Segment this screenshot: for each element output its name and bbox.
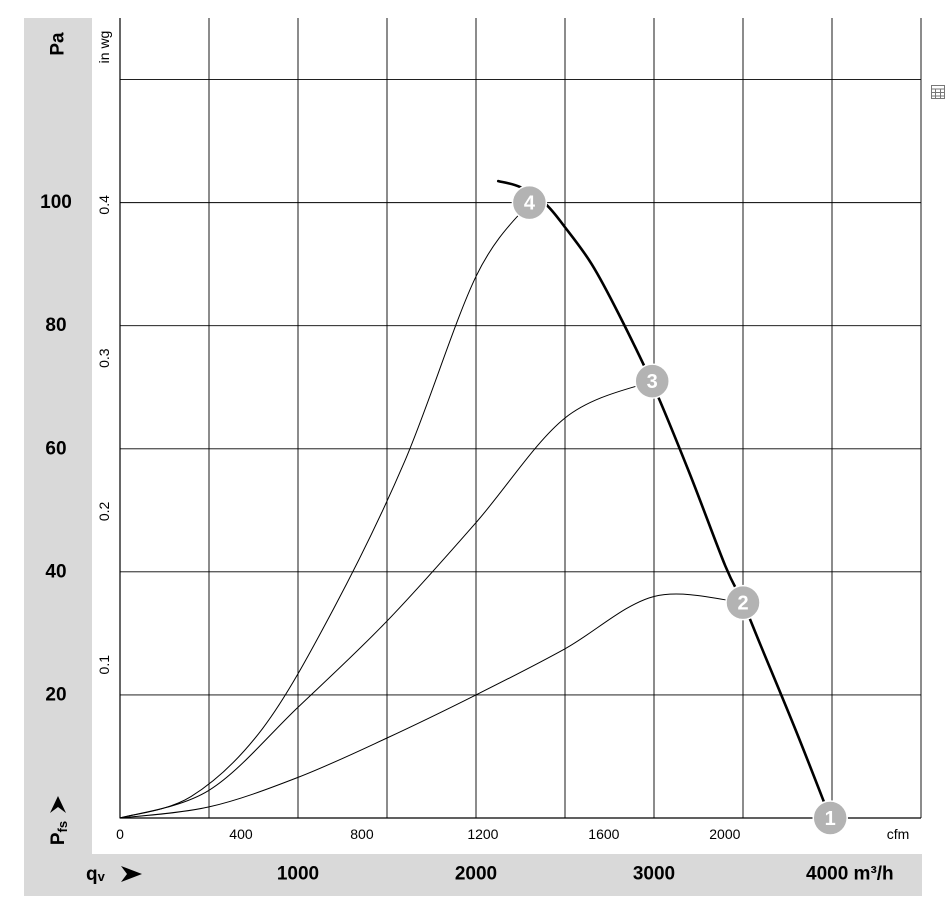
x-tick-label-cfm: 400 <box>229 826 253 842</box>
marker-label-4: 4 <box>524 193 536 215</box>
x-tick-label-cfm: 1600 <box>588 826 619 842</box>
y-axis-arrow-icon <box>50 796 66 813</box>
svg-text:Pfs: Pfs <box>48 821 70 845</box>
marker-circle-1 <box>812 800 848 836</box>
marker-label-1: 1 <box>825 808 836 830</box>
table-view-icon[interactable] <box>930 84 946 100</box>
x-axis-arrow-icon <box>121 866 142 882</box>
y-tick-label-pa: 60 <box>45 438 66 459</box>
qv-main: q <box>86 864 98 885</box>
marker-circle-2 <box>725 584 761 621</box>
y-tick-label-pa: 100 <box>40 192 72 213</box>
y-tick-label-inwg: 0.2 <box>96 501 112 521</box>
x-tick-label-cfm: 0 <box>116 826 124 842</box>
y-axis-label-inwg: in wg <box>96 31 112 64</box>
grid <box>119 18 922 819</box>
operating-point-markers: 1 2 3 4 <box>511 184 848 836</box>
marker-circle-4 <box>511 184 548 221</box>
y-tick-label-pa: 20 <box>45 684 66 705</box>
x-tick-label-cfm: 1200 <box>467 826 498 842</box>
y-axis-label-pfs: Pfs <box>48 821 70 845</box>
series-line-system-curve-3 <box>119 380 653 819</box>
marker-label-3: 3 <box>647 371 658 393</box>
y-tick-label-inwg: 0.3 <box>96 348 112 368</box>
series-line-fan-curve <box>496 179 832 820</box>
pfs-main: P <box>48 832 69 845</box>
x-tick-label-cfm: 2000 <box>709 826 740 842</box>
qv-sub: v <box>98 869 106 884</box>
x-axis-label-qv: qv <box>86 864 106 885</box>
y-tick-label-pa: 80 <box>45 315 66 336</box>
series-line-system-curve-2 <box>119 593 744 819</box>
x-tick-label-m3h: 3000 <box>633 864 675 885</box>
x-axis-label-cfm: cfm <box>887 826 910 842</box>
x-tick-label-cfm: 800 <box>350 826 374 842</box>
series-lines <box>119 179 832 820</box>
x-tick-label-m3h: 2000 <box>455 864 497 885</box>
y-axis-label-pa: Pa <box>48 32 69 56</box>
tick-labels: 20 40 60 80 100 0.1 0.2 0.3 0.4 0 400 800 1200 1600 20… <box>40 192 909 884</box>
y-tick-label-pa: 40 <box>45 561 66 582</box>
pfs-sub: fs <box>55 821 70 833</box>
y-axis-band <box>24 18 92 896</box>
y-tick-label-inwg: 0.1 <box>96 655 112 675</box>
marker-label-2: 2 <box>737 593 748 615</box>
x-axis-band <box>24 854 922 896</box>
y-tick-label-inwg: 0.4 <box>96 195 112 215</box>
x-tick-label-m3h: 4000 m³/h <box>806 864 894 885</box>
x-tick-label-m3h: 1000 <box>277 864 319 885</box>
series-line-system-curve-4 <box>119 202 530 819</box>
marker-circle-3 <box>634 363 670 399</box>
